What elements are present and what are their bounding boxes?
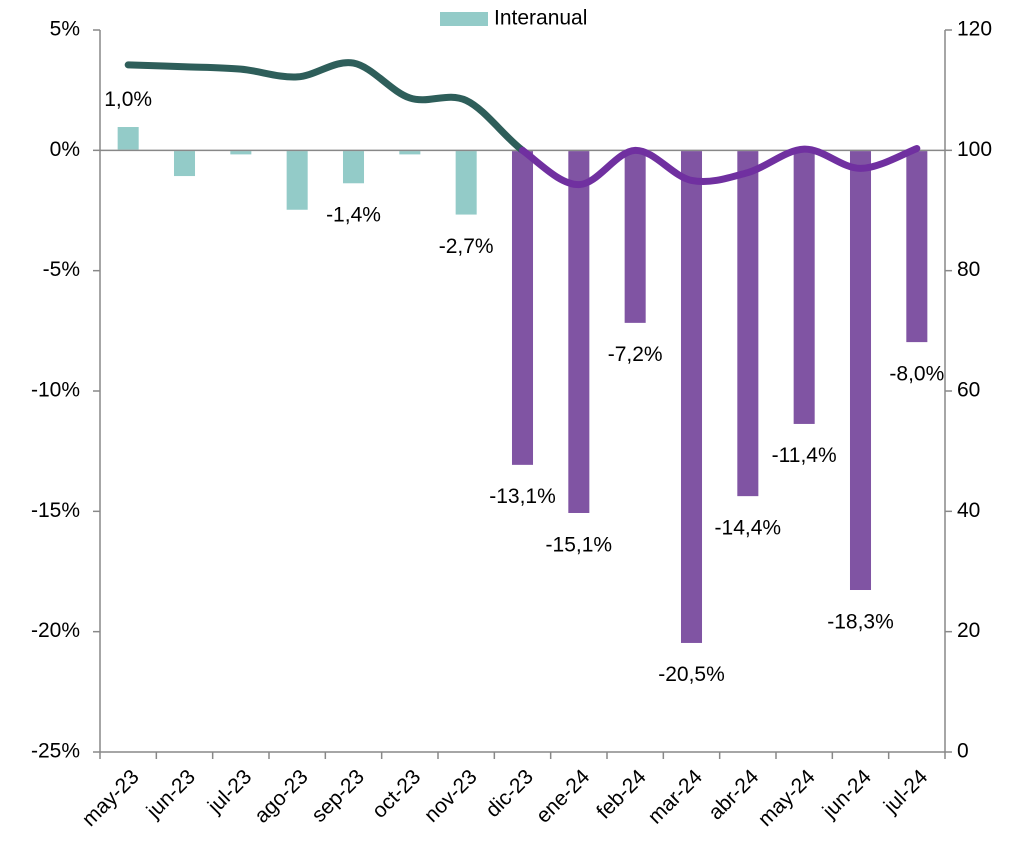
- data-label: -2,7%: [439, 235, 494, 258]
- y-tick-label: -25%: [31, 740, 80, 763]
- y2-tick-label: 0: [957, 740, 969, 763]
- y-tick-label: -15%: [31, 499, 80, 522]
- data-label: -7,2%: [608, 343, 663, 366]
- bar: [454, 149, 479, 217]
- bar: [172, 149, 197, 178]
- x-tick-label: may-23: [78, 765, 144, 831]
- y-tick-label: -5%: [43, 258, 80, 281]
- bar: [341, 149, 366, 185]
- x-tick-label: jun-24: [818, 765, 876, 823]
- y2-tick-label: 60: [957, 379, 980, 402]
- x-tick-label: dic-23: [481, 765, 538, 822]
- x-tick-label: jul-23: [203, 765, 256, 818]
- x-tick-label: jul-24: [879, 765, 933, 819]
- data-label: -8,0%: [889, 362, 944, 385]
- y-tick-label: -20%: [31, 619, 80, 642]
- y2-tick-label: 80: [957, 258, 980, 281]
- x-tick-label: may-24: [754, 765, 820, 831]
- legend-label: Interanual: [494, 7, 587, 30]
- bar: [116, 125, 141, 152]
- data-label: -1,4%: [326, 204, 381, 227]
- y2-tick-label: 20: [957, 619, 980, 642]
- y2-tick-label: 120: [957, 18, 992, 41]
- bar: [848, 149, 873, 592]
- y-tick-label: -10%: [31, 379, 80, 402]
- x-tick-label: oct-23: [368, 765, 426, 823]
- y2-tick-label: 100: [957, 138, 992, 161]
- line: [519, 145, 921, 189]
- bar: [679, 149, 704, 645]
- x-tick-label: feb-24: [592, 765, 651, 824]
- bar: [735, 149, 760, 498]
- bar: [510, 149, 535, 467]
- x-tick-label: sep-23: [307, 765, 369, 827]
- y-tick-label: 5%: [50, 18, 80, 41]
- data-label: -13,1%: [489, 485, 556, 508]
- data-label: -18,3%: [827, 610, 894, 633]
- x-tick-label: ago-23: [250, 765, 313, 828]
- y2-tick-label: 40: [957, 499, 980, 522]
- bar: [623, 149, 648, 325]
- line: [124, 59, 526, 154]
- data-label: -20,5%: [658, 663, 725, 686]
- bar: [792, 149, 817, 426]
- data-label: 1,0%: [104, 88, 152, 111]
- x-tick-label: ene-24: [532, 765, 595, 828]
- x-tick-label: nov-23: [420, 765, 482, 827]
- legend-swatch: [440, 12, 488, 26]
- data-label: -15,1%: [546, 533, 613, 556]
- bar: [285, 149, 310, 212]
- data-label: -14,4%: [715, 516, 782, 539]
- bar: [566, 149, 591, 515]
- x-tick-label: mar-24: [644, 765, 708, 829]
- data-label: -11,4%: [772, 444, 837, 467]
- y-tick-label: 0%: [50, 138, 80, 161]
- bar: [904, 149, 929, 344]
- x-tick-label: jun-23: [142, 765, 200, 823]
